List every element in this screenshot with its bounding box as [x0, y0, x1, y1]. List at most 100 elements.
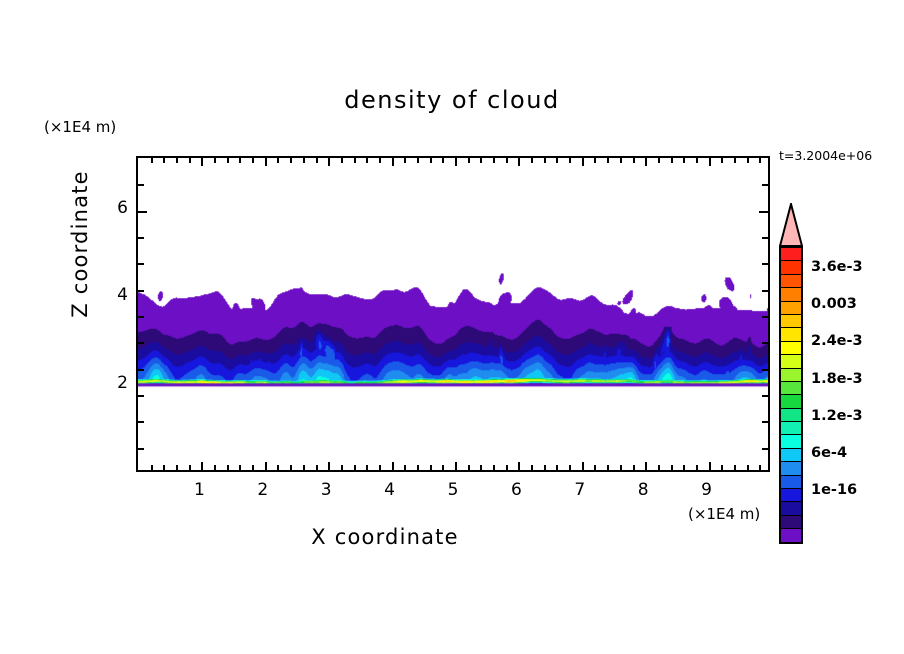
axis-tick	[695, 465, 698, 470]
x-tick-label: 6	[510, 480, 522, 500]
colorbar-band	[781, 274, 801, 289]
axis-tick	[762, 342, 768, 345]
axis-tick	[480, 158, 483, 163]
colorbar-band	[781, 248, 801, 262]
axis-tick	[176, 465, 179, 470]
axis-tick	[467, 465, 470, 470]
colorbar-band	[781, 355, 801, 369]
colorbar-band	[781, 448, 801, 463]
axis-tick	[632, 158, 635, 163]
axis-tick	[138, 263, 144, 266]
axis-tick	[683, 158, 686, 163]
axis-tick	[378, 465, 381, 470]
axis-tick	[733, 465, 736, 470]
axis-tick	[556, 465, 559, 470]
plot-area[interactable]	[136, 156, 770, 472]
axis-tick	[518, 158, 521, 166]
axis-tick	[366, 465, 369, 470]
axis-tick	[619, 465, 622, 470]
timestamp-annotation: t=3.2004e+06	[779, 148, 873, 163]
axis-tick	[252, 465, 255, 470]
axis-tick	[762, 237, 768, 239]
axis-tick	[201, 462, 204, 470]
colorbar-over-arrow-icon	[779, 203, 803, 247]
colorbar-band	[781, 515, 801, 530]
axis-tick	[505, 465, 508, 470]
axis-tick	[328, 462, 331, 470]
axis-tick	[138, 368, 144, 371]
axis-tick	[762, 263, 768, 266]
axis-tick	[176, 158, 179, 163]
axis-tick	[264, 158, 267, 166]
axis-tick	[328, 158, 331, 166]
colorbar-band	[781, 408, 801, 423]
x-tick-label: 3	[320, 480, 332, 500]
axis-tick	[340, 158, 343, 163]
x-tick-label: 1	[193, 480, 205, 500]
axis-tick	[138, 342, 144, 345]
colorbar-band	[781, 462, 801, 476]
y-tick-label: 2	[117, 373, 128, 394]
x-tick-label: 4	[384, 480, 395, 500]
axis-tick	[455, 462, 457, 470]
axis-tick	[670, 158, 673, 163]
x-tick-label: 9	[701, 480, 712, 500]
axis-tick	[695, 158, 698, 163]
colorbar-band	[781, 341, 801, 356]
axis-tick	[150, 158, 153, 163]
page-title: density of cloud	[344, 86, 560, 114]
axis-tick	[239, 465, 242, 470]
axis-tick	[290, 158, 293, 163]
contour-field	[138, 158, 768, 470]
x-tick-label: 8	[637, 480, 649, 500]
y-tick-label: 6	[117, 197, 128, 218]
x-tick-label: 5	[447, 480, 459, 500]
axis-tick	[442, 158, 445, 163]
axis-tick	[762, 421, 768, 424]
axis-tick	[657, 158, 660, 163]
axis-tick	[531, 158, 534, 163]
colorbar-band	[781, 435, 801, 449]
axis-tick	[619, 158, 622, 163]
axis-tick	[762, 289, 768, 292]
axis-tick	[708, 462, 711, 470]
axis-tick	[416, 158, 419, 163]
colorbar-band	[781, 328, 801, 342]
x-axis-title: X coordinate	[311, 525, 459, 549]
axis-tick	[556, 158, 559, 163]
colorbar-band	[781, 261, 801, 275]
axis-tick	[645, 462, 648, 470]
axis-tick	[759, 210, 768, 213]
colorbar-tick-label: 6e-4	[811, 445, 848, 461]
colorbar-tick-label: 1.2e-3	[811, 407, 863, 424]
axis-tick	[214, 158, 217, 163]
axis-tick	[607, 158, 610, 163]
y-tick-label: 4	[117, 285, 128, 306]
axis-tick	[762, 316, 768, 318]
x-tick-label: 2	[257, 480, 269, 500]
axis-tick	[264, 462, 267, 470]
axis-tick	[163, 158, 166, 163]
colorbar-band	[781, 529, 801, 542]
axis-tick	[138, 184, 144, 187]
colorbar-band	[781, 368, 801, 382]
axis-tick	[277, 158, 280, 163]
x-tick-label: 7	[574, 480, 586, 500]
axis-tick	[138, 237, 144, 239]
axis-tick	[746, 158, 749, 163]
axis-tick	[315, 158, 318, 163]
axis-tick	[138, 316, 144, 318]
axis-tick	[226, 465, 229, 470]
axis-tick	[708, 158, 711, 166]
axis-tick	[762, 184, 768, 187]
axis-tick	[657, 465, 660, 470]
colorbar[interactable]	[779, 203, 803, 544]
axis-tick	[138, 289, 144, 292]
axis-tick	[277, 465, 280, 470]
axis-tick	[416, 465, 419, 470]
axis-tick	[163, 465, 166, 470]
axis-tick	[683, 465, 686, 470]
axis-tick	[150, 465, 153, 470]
colorbar-band	[781, 422, 801, 436]
